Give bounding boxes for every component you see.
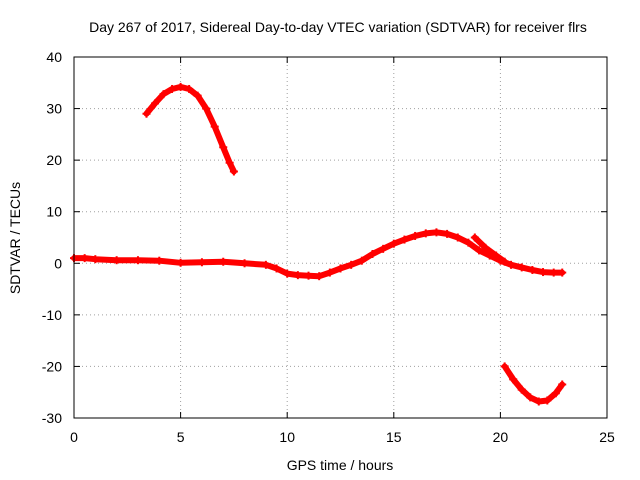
data-point	[283, 269, 292, 278]
data-point	[185, 84, 194, 93]
data-point	[534, 397, 543, 406]
data-point	[219, 257, 228, 266]
x-tick-label: 0	[70, 429, 78, 445]
data-point	[526, 393, 535, 402]
data-point	[549, 268, 558, 277]
data-point	[293, 271, 302, 280]
y-tick-label: -30	[42, 410, 62, 426]
data-point	[517, 263, 526, 272]
data-point	[507, 260, 516, 269]
data-point	[357, 256, 366, 265]
data-point	[151, 99, 160, 108]
data-point	[543, 396, 552, 405]
x-tick-label: 20	[493, 429, 509, 445]
data-point	[197, 258, 206, 267]
data-point	[176, 258, 185, 267]
data-point	[500, 362, 509, 371]
data-point	[168, 84, 177, 93]
data-point	[315, 272, 324, 281]
x-tick-label: 10	[279, 429, 295, 445]
series-lower-arc	[501, 363, 566, 405]
data-point	[509, 375, 518, 384]
y-tick-label: -10	[42, 307, 62, 323]
data-point	[539, 268, 548, 277]
data-point	[176, 82, 185, 91]
data-point	[193, 91, 202, 100]
data-point	[225, 158, 234, 167]
data-point	[210, 122, 219, 131]
data-point	[475, 246, 484, 255]
data-point	[336, 264, 345, 273]
data-point	[272, 264, 281, 273]
data-series	[70, 82, 567, 406]
series-spike-near-19	[471, 234, 508, 265]
data-point	[464, 238, 473, 247]
data-point	[389, 239, 398, 248]
data-point	[528, 265, 537, 274]
data-point	[80, 254, 89, 263]
data-point	[142, 109, 151, 118]
data-point	[229, 167, 238, 176]
x-tick-label: 5	[177, 429, 185, 445]
grid	[74, 57, 607, 418]
data-point	[112, 256, 121, 265]
data-point	[517, 385, 526, 394]
data-point	[133, 256, 142, 265]
data-point	[159, 90, 168, 99]
data-point	[470, 233, 479, 242]
data-point	[432, 228, 441, 237]
y-tick-label: -20	[42, 358, 62, 374]
y-tick-label: 40	[46, 49, 62, 65]
data-point	[558, 380, 567, 389]
data-point	[481, 243, 490, 252]
data-point	[240, 259, 249, 268]
data-point	[91, 255, 100, 264]
y-tick-label: 0	[54, 255, 62, 271]
data-point	[202, 104, 211, 113]
plot-frame	[73, 56, 608, 419]
data-point	[558, 268, 567, 277]
x-tick-label: 25	[599, 429, 615, 445]
data-point	[411, 231, 420, 240]
series-upper-arc	[143, 83, 237, 175]
x-tick-label: 15	[386, 429, 402, 445]
data-point	[304, 271, 313, 280]
data-point	[443, 229, 452, 238]
y-tick-label: 20	[46, 152, 62, 168]
data-point	[400, 235, 409, 244]
data-point	[368, 250, 377, 259]
data-point	[261, 260, 270, 269]
axis-ticks: 0 5 10 15 20 25 -30 -20 -10 0 10 20 30 40	[42, 49, 615, 445]
data-point	[492, 251, 501, 260]
data-point	[325, 268, 334, 277]
y-tick-label: 10	[46, 204, 62, 220]
data-point	[421, 229, 430, 238]
y-axis-label: SDTVAR / TECUs	[7, 182, 23, 294]
data-point	[219, 143, 228, 152]
data-point	[551, 389, 560, 398]
chart-title: Day 267 of 2017, Sidereal Day-to-day VTE…	[89, 19, 587, 35]
data-point	[500, 257, 509, 266]
data-point	[155, 256, 164, 265]
data-point	[379, 244, 388, 253]
data-point	[347, 260, 356, 269]
data-point	[453, 233, 462, 242]
x-axis-label: GPS time / hours	[287, 457, 394, 473]
y-tick-label: 30	[46, 101, 62, 117]
